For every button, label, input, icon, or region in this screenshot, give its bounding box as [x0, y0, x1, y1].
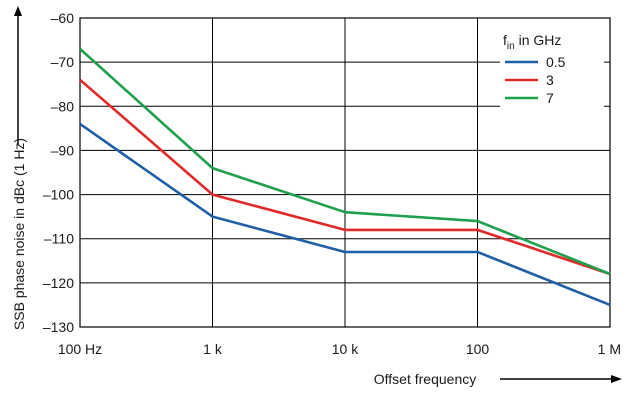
x-axis-arrowhead	[611, 375, 622, 383]
series-line-0.5	[79, 122, 611, 307]
y-tick-label: –100	[43, 187, 74, 203]
legend-label: 7	[546, 90, 554, 106]
y-tick-label: –110	[44, 231, 74, 247]
y-tick-label: –60	[51, 10, 75, 26]
y-axis-title: SSB phase noise in dBc (1 Hz)	[11, 138, 27, 330]
x-tick-labels: 100 Hz 1 k 10 k 100 1 M	[58, 341, 621, 357]
y-tick-label: –70	[51, 54, 75, 70]
y-tick-label: –80	[51, 98, 75, 114]
legend-title-subscript: in	[507, 41, 515, 52]
series-line-3	[79, 78, 611, 276]
series-layer	[79, 47, 611, 307]
x-tick-label: 100 Hz	[58, 341, 102, 357]
legend-items: 0.5 3 7	[505, 54, 566, 106]
y-axis-arrowhead	[14, 6, 22, 16]
y-tick-label: –90	[51, 142, 75, 158]
legend-title: fin in GHz	[503, 32, 561, 52]
x-tick-label: 1 M	[598, 341, 621, 357]
legend-label: 0.5	[546, 54, 566, 70]
legend-background	[500, 28, 604, 110]
legend: fin in GHz 0.5 3 7	[500, 28, 604, 110]
legend-title-main: f	[503, 32, 507, 48]
legend-title-rest: in GHz	[515, 32, 562, 48]
x-tick-label: 1 k	[203, 341, 223, 357]
series-line-7	[79, 47, 611, 276]
x-tick-label: 100	[466, 341, 490, 357]
y-tick-label: –120	[43, 275, 74, 291]
y-tick-labels: –60 –70 –80 –90 –100 –110 –120 –130	[43, 10, 74, 335]
y-tick-label: –130	[43, 319, 74, 335]
x-tick-label: 10 k	[332, 341, 359, 357]
legend-label: 3	[546, 72, 554, 88]
x-axis-title: Offset frequency	[374, 371, 476, 387]
